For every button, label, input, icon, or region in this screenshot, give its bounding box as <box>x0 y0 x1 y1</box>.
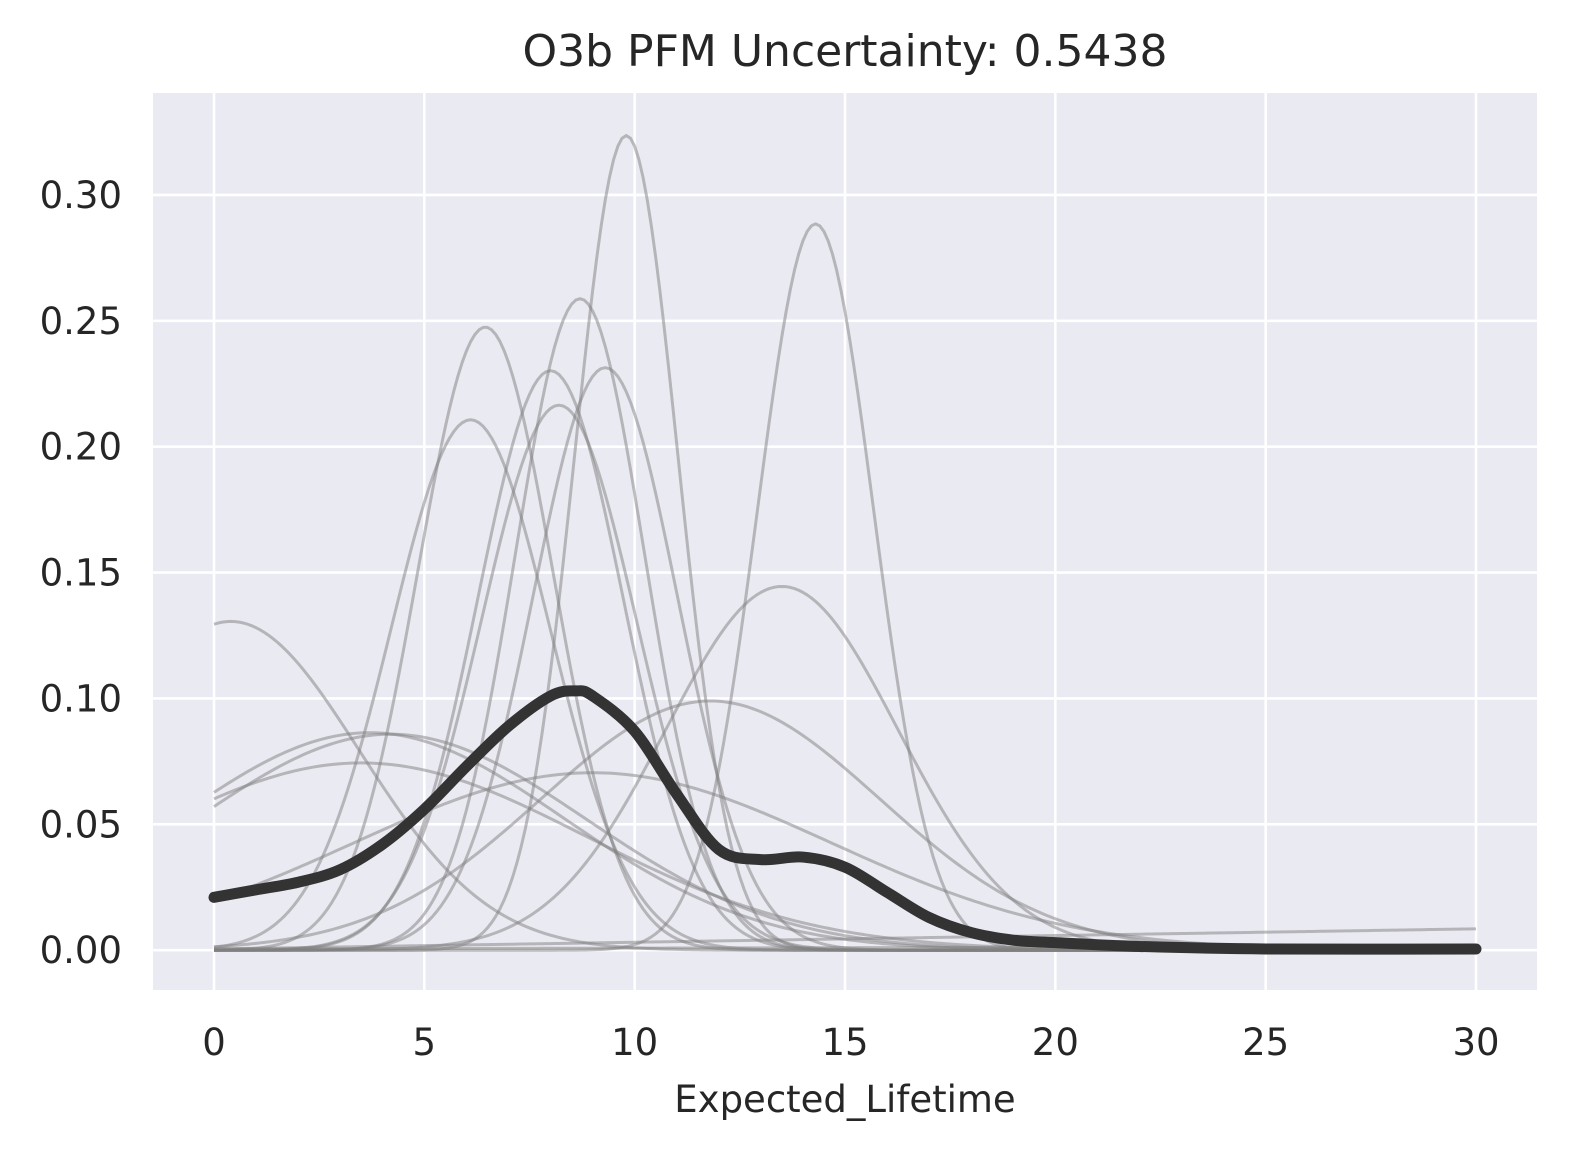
x-axis-label: Expected_Lifetime <box>674 1078 1015 1121</box>
x-tick-label: 20 <box>1032 1021 1079 1064</box>
y-tick-label: 0.20 <box>40 426 122 469</box>
x-tick-label: 30 <box>1452 1021 1499 1064</box>
x-tick-label: 5 <box>413 1021 437 1064</box>
y-tick-labels: 0.00 0.05 0.10 0.15 0.20 0.25 0.30 <box>40 174 122 972</box>
mean-curve <box>208 685 1482 955</box>
member-curve <box>213 927 1477 951</box>
y-tick-label: 0.00 <box>40 929 122 972</box>
mean-curve-layer <box>208 685 1482 955</box>
x-tick-label: 15 <box>821 1021 868 1064</box>
y-tick-label: 0.05 <box>40 803 122 846</box>
y-tick-label: 0.15 <box>40 552 122 595</box>
x-tick-label: 0 <box>202 1021 226 1064</box>
x-tick-label: 10 <box>611 1021 658 1064</box>
x-tick-label: 25 <box>1242 1021 1289 1064</box>
y-tick-label: 0.30 <box>40 174 122 217</box>
y-tick-label: 0.10 <box>40 677 122 720</box>
x-tick-labels: 0 5 10 15 20 25 30 <box>202 1021 1499 1064</box>
chart-title: O3b PFM Uncertainty: 0.5438 <box>523 26 1168 77</box>
y-tick-label: 0.25 <box>40 300 122 343</box>
